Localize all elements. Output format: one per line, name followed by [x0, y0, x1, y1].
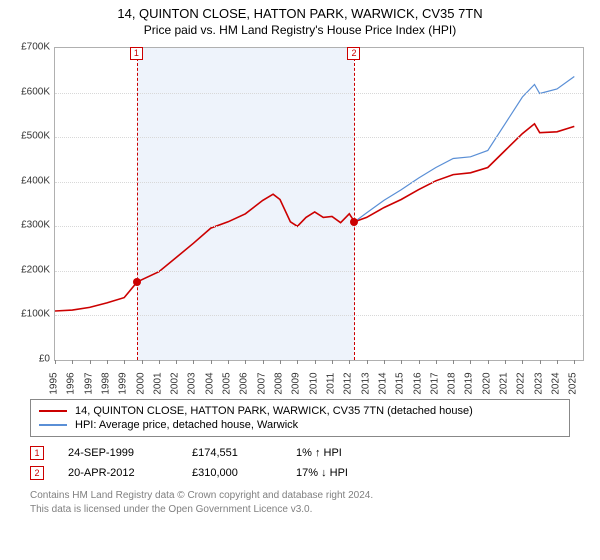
x-axis-label: 2007 [256, 372, 267, 394]
legend-label: 14, QUINTON CLOSE, HATTON PARK, WARWICK,… [75, 405, 473, 417]
page-title: 14, QUINTON CLOSE, HATTON PARK, WARWICK,… [0, 0, 600, 21]
x-axis-label: 1996 [66, 372, 77, 394]
event-row: 1 24-SEP-1999 £174,551 1% ↑ HPI [30, 443, 570, 463]
footer-line-1: Contains HM Land Registry data © Crown c… [30, 489, 570, 503]
x-axis-label: 2019 [464, 372, 475, 394]
series-line [355, 77, 575, 222]
x-axis-label: 2014 [377, 372, 388, 394]
event-diff: 1% ↑ HPI [296, 447, 342, 459]
y-axis-label: £700K [10, 42, 50, 53]
x-axis-label: 2011 [325, 373, 336, 395]
chart: £0 £100K £200K £300K £400K £500K £600K £700K 199… [10, 41, 590, 391]
x-axis-label: 2016 [412, 372, 423, 394]
x-axis-label: 2003 [187, 372, 198, 394]
page-subtitle: Price paid vs. HM Land Registry's House … [0, 21, 600, 41]
x-axis-label: 2021 [499, 372, 510, 394]
legend-item: HPI: Average price, detached house, Warw… [39, 418, 561, 432]
x-axis-label: 2025 [568, 372, 579, 394]
x-axis-label: 2015 [395, 372, 406, 394]
footer: Contains HM Land Registry data © Crown c… [30, 489, 570, 516]
y-axis-label: £400K [10, 175, 50, 186]
event-date: 20-APR-2012 [68, 467, 168, 479]
x-axis-label: 2010 [308, 372, 319, 394]
event-marker-box: 2 [30, 466, 44, 480]
x-axis-label: 2000 [135, 372, 146, 394]
marker-line [354, 48, 355, 360]
x-axis-label: 2023 [533, 372, 544, 394]
x-axis-label: 2020 [481, 372, 492, 394]
x-axis-label: 2006 [239, 372, 250, 394]
event-row: 2 20-APR-2012 £310,000 17% ↓ HPI [30, 463, 570, 483]
x-axis-label: 2013 [360, 372, 371, 394]
x-axis-label: 1995 [49, 372, 60, 394]
event-price: £310,000 [192, 467, 272, 479]
y-axis-label: £0 [10, 354, 50, 365]
plot-area [54, 47, 584, 361]
event-price: £174,551 [192, 447, 272, 459]
x-axis-label: 2001 [152, 372, 163, 394]
chart-lines [55, 48, 583, 360]
event-diff: 17% ↓ HPI [296, 467, 348, 479]
y-axis-label: £300K [10, 220, 50, 231]
legend-swatch [39, 410, 67, 412]
legend-swatch [39, 424, 67, 426]
marker-line [137, 48, 138, 360]
x-axis-label: 2009 [291, 372, 302, 394]
x-axis-label: 2008 [274, 372, 285, 394]
x-axis-label: 2022 [516, 372, 527, 394]
marker-box: 1 [130, 47, 143, 60]
y-axis-label: £100K [10, 309, 50, 320]
x-axis-label: 2002 [170, 372, 181, 394]
x-axis-label: 2004 [204, 372, 215, 394]
x-axis-label: 1999 [118, 372, 129, 394]
marker-dot [350, 218, 358, 226]
marker-box: 2 [347, 47, 360, 60]
y-axis-label: £600K [10, 86, 50, 97]
legend-label: HPI: Average price, detached house, Warw… [75, 419, 298, 431]
x-axis-label: 2018 [447, 372, 458, 394]
x-axis-label: 2012 [343, 372, 354, 394]
event-marker-box: 1 [30, 446, 44, 460]
x-axis-label: 2017 [429, 372, 440, 394]
y-axis-label: £200K [10, 264, 50, 275]
x-axis-label: 1998 [100, 372, 111, 394]
y-axis-label: £500K [10, 131, 50, 142]
event-rows: 1 24-SEP-1999 £174,551 1% ↑ HPI 2 20-APR-2012… [30, 443, 570, 483]
x-axis-label: 2005 [222, 372, 233, 394]
marker-dot [133, 278, 141, 286]
x-axis-label: 2024 [551, 372, 562, 394]
event-date: 24-SEP-1999 [68, 447, 168, 459]
footer-line-2: This data is licensed under the Open Gov… [30, 503, 570, 517]
legend: 14, QUINTON CLOSE, HATTON PARK, WARWICK,… [30, 399, 570, 437]
legend-item: 14, QUINTON CLOSE, HATTON PARK, WARWICK,… [39, 404, 561, 418]
x-axis-label: 1997 [83, 372, 94, 394]
